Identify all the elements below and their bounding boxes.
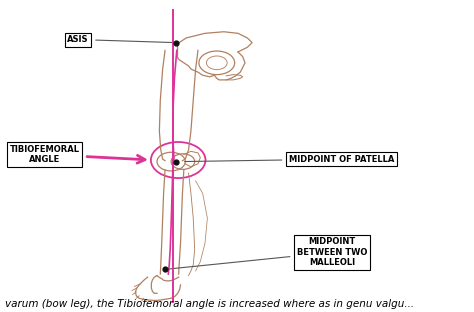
Text: TIBIOFEMORAL
ANGLE: TIBIOFEMORAL ANGLE (10, 145, 145, 164)
Text: ASIS: ASIS (67, 35, 172, 44)
Text: MIDPOINT
BETWEEN TWO
MALLEOLI: MIDPOINT BETWEEN TWO MALLEOLI (169, 237, 367, 269)
Text: MIDPOINT OF PATELLA: MIDPOINT OF PATELLA (185, 155, 394, 163)
Text: varum (bow leg), the Tibiofemoral angle is increased where as in genu valgu...: varum (bow leg), the Tibiofemoral angle … (5, 299, 414, 309)
